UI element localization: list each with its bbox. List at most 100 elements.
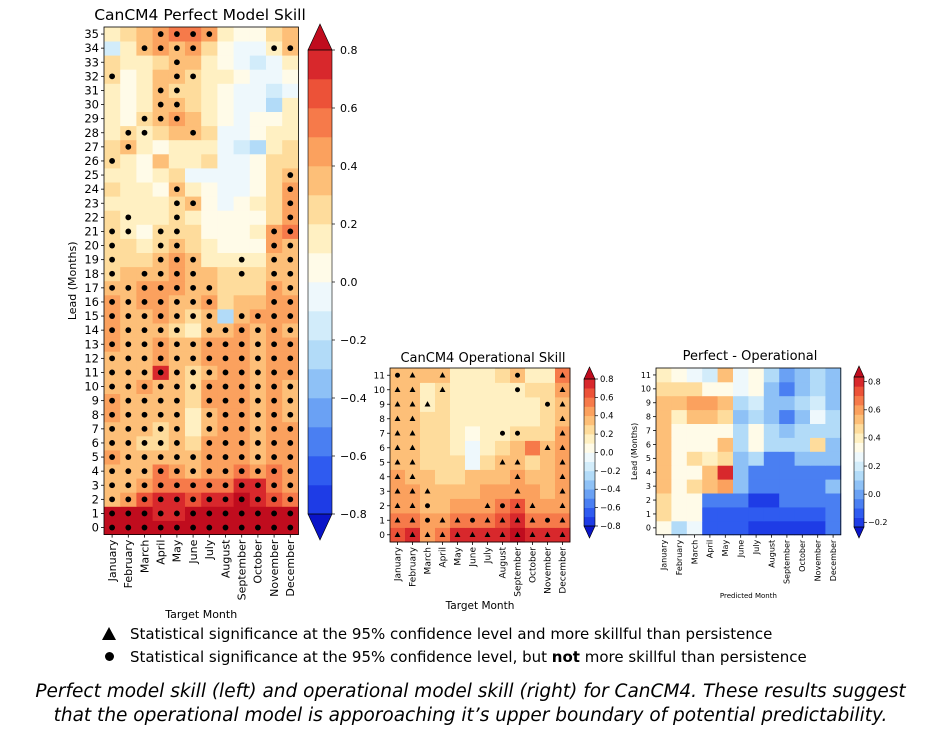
heatmap-cell	[282, 97, 299, 112]
significance-dot-marker	[109, 524, 115, 531]
significance-triangle-marker	[409, 473, 416, 480]
heatmap-cell	[763, 423, 780, 438]
significance-dot-marker	[287, 425, 294, 432]
significance-dot-marker	[109, 383, 115, 390]
significance-dot-marker	[222, 510, 229, 517]
heatmap-cell	[686, 423, 703, 438]
heatmap-cell	[266, 69, 283, 84]
significance-dot-marker	[157, 425, 164, 432]
significance-dot-marker	[125, 284, 132, 291]
significance-dot-marker	[271, 482, 277, 489]
heatmap-cell	[733, 465, 749, 480]
heatmap-cell	[794, 409, 811, 424]
heatmap-cell	[748, 507, 765, 522]
heatmap-cell	[266, 27, 283, 42]
heatmap-cell	[465, 455, 481, 470]
significance-dot-marker	[125, 143, 132, 150]
significance-dot-marker	[174, 524, 180, 531]
significance-dot-marker	[125, 425, 132, 432]
heatmap-cell	[185, 435, 202, 451]
heatmap-cell	[435, 469, 451, 485]
heatmap-cell	[465, 397, 481, 412]
x-axis-label: Target Month	[445, 600, 515, 612]
significance-triangle-marker	[409, 517, 416, 523]
heatmap-cell	[120, 168, 137, 183]
significance-dot-marker	[222, 454, 229, 460]
colorbar-tick-label: 0.2	[868, 462, 881, 471]
x-tick-label: April	[706, 540, 715, 558]
heatmap-cell	[717, 465, 734, 480]
heatmap-cell	[282, 69, 299, 84]
significance-dot-marker	[470, 517, 475, 523]
y-tick-label: 21	[84, 224, 99, 238]
significance-dot-marker	[141, 383, 148, 390]
heatmap-cell	[656, 465, 672, 480]
significance-dot-marker	[174, 397, 180, 404]
heatmap-cell	[671, 381, 688, 397]
significance-dot-marker	[174, 115, 180, 122]
heatmap-cell	[233, 168, 251, 183]
significance-dot-marker	[141, 327, 148, 334]
significance-dot-marker	[287, 242, 294, 249]
heatmap-cell	[794, 368, 811, 383]
significance-dot-marker	[287, 397, 294, 404]
heatmap-cell	[185, 323, 202, 338]
heatmap-cell	[136, 196, 153, 211]
heatmap-cell	[810, 395, 826, 411]
heatmap-cell	[266, 97, 283, 112]
heatmap-cell	[748, 493, 765, 508]
heatmap-cell	[233, 83, 251, 98]
heatmap-cell	[779, 507, 795, 522]
colorbar-segment	[584, 516, 595, 527]
heatmap-cell	[266, 168, 283, 183]
heatmap-cell	[779, 368, 795, 383]
heatmap-cell	[717, 437, 734, 452]
colorbar-tick-label: 0.6	[868, 406, 881, 415]
significance-triangle-marker	[514, 459, 521, 465]
heatmap-cell	[104, 97, 121, 112]
x-tick-label: February	[675, 540, 684, 576]
colorbar-tick-label: 0.4	[868, 434, 881, 443]
significance-dot-marker	[190, 468, 197, 475]
significance-triangle-marker	[409, 488, 416, 494]
significance-dot-marker	[157, 45, 164, 52]
significance-dot-marker	[141, 454, 148, 460]
colorbar-segment	[854, 498, 864, 509]
significance-dot-marker	[238, 341, 245, 348]
x-tick-label: May	[171, 539, 184, 562]
significance-dot-marker	[157, 31, 164, 37]
heatmap-cell	[152, 69, 170, 84]
colorbar-extend-max	[853, 365, 865, 378]
heatmap-cell	[233, 294, 251, 310]
significance-dot-marker	[500, 503, 505, 509]
significance-dot-marker	[271, 270, 277, 277]
x-axis-label: Predicted Month	[720, 592, 777, 600]
heatmap-cell	[717, 368, 734, 383]
significance-dot-marker	[190, 510, 197, 517]
significance-dot-marker	[174, 496, 180, 503]
significance-triangle-marker	[514, 531, 521, 538]
significance-dot-marker	[287, 327, 294, 334]
significance-dot-marker	[206, 524, 213, 531]
significance-triangle-marker	[394, 401, 401, 407]
colorbar-segment	[308, 427, 332, 457]
heatmap-cell	[810, 465, 826, 480]
heatmap-cell	[810, 368, 826, 383]
heatmap-cell	[249, 168, 267, 183]
heatmap-cell	[217, 238, 234, 253]
heatmap-cell	[671, 493, 688, 508]
y-tick-label: 8	[379, 415, 385, 425]
heatmap-cell	[717, 395, 734, 411]
significance-dot-marker	[141, 313, 148, 319]
significance-dot-marker	[190, 256, 197, 263]
heatmap-cell	[717, 507, 734, 522]
significance-dot-marker	[500, 430, 505, 436]
significance-dot-marker	[157, 397, 164, 404]
heatmap-cell	[480, 426, 496, 441]
significance-dot-marker	[190, 200, 197, 207]
heatmap-cell	[152, 153, 170, 169]
significance-dot-marker	[109, 341, 115, 348]
significance-dot-marker	[141, 369, 148, 376]
heatmap-cell	[120, 55, 137, 70]
significance-dot-marker	[222, 440, 229, 446]
